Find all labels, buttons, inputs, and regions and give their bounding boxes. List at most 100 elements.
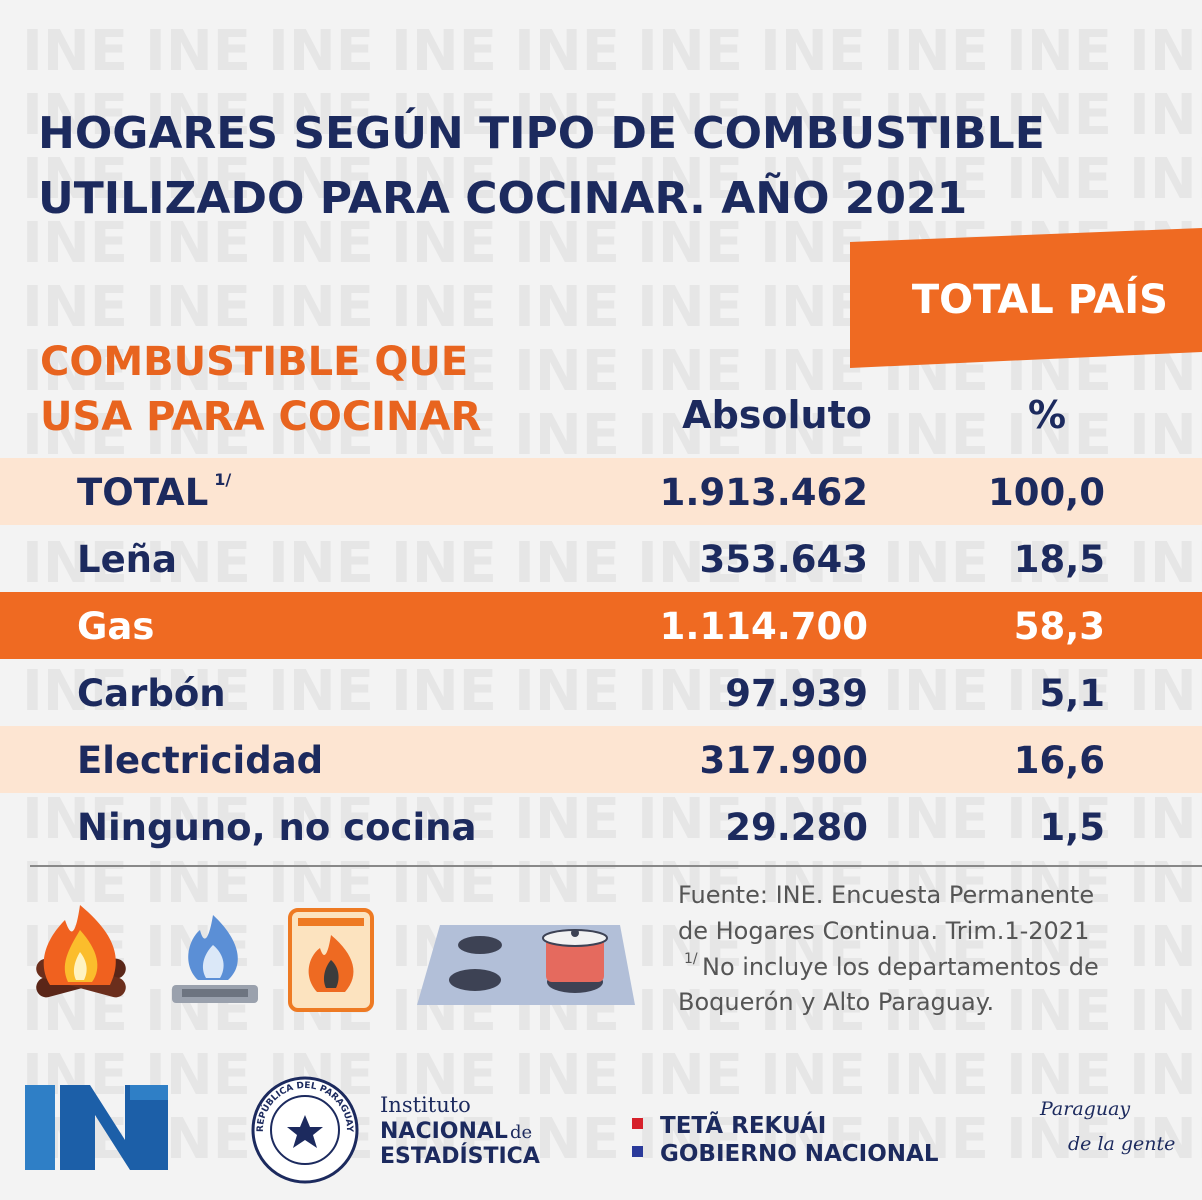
watermark-text: INE bbox=[268, 19, 374, 84]
watermark-text: INE bbox=[637, 1107, 743, 1172]
watermark-text: INE bbox=[22, 275, 128, 340]
watermark-text: INE bbox=[22, 403, 128, 468]
row-background bbox=[0, 458, 1202, 525]
watermark-text: INE bbox=[391, 275, 497, 340]
watermark-text: INE bbox=[268, 147, 374, 212]
watermark-text: INE bbox=[760, 851, 866, 916]
watermark-text: INE bbox=[514, 1043, 620, 1108]
watermark-text: INE bbox=[514, 275, 620, 340]
watermark-text: INE bbox=[514, 659, 620, 724]
table: TOTAL 1/1.913.462 100,0 Leña 353.643 18,5 Gas 1… bbox=[0, 458, 1202, 849]
percent-value: 16,6 bbox=[1014, 739, 1105, 782]
watermark-text: INE bbox=[391, 531, 497, 596]
slogan: de la gente bbox=[1068, 1133, 1175, 1155]
watermark-text: INE bbox=[145, 275, 251, 340]
source-text: de Hogares Continua. Trim.1-2021 bbox=[678, 917, 1089, 945]
absolute-value: 1.913.462 bbox=[660, 471, 868, 514]
watermark-text: INE bbox=[268, 403, 374, 468]
watermark-text: INE bbox=[1006, 1043, 1112, 1108]
absolute-value: 353.643 bbox=[699, 538, 868, 581]
row-note: 1/ bbox=[214, 470, 231, 489]
watermark-text: INE bbox=[145, 83, 251, 148]
watermark-text: INE bbox=[760, 659, 866, 724]
watermark-text: INE bbox=[883, 851, 989, 916]
watermark-text: INE bbox=[514, 83, 620, 148]
watermark-text: INE bbox=[1006, 1107, 1112, 1172]
watermark-text: INE bbox=[145, 659, 251, 724]
watermark-text: INE bbox=[760, 83, 866, 148]
watermark-text: INE bbox=[1129, 1107, 1202, 1172]
watermark-text: INE bbox=[760, 1043, 866, 1108]
column-header: Absoluto bbox=[682, 393, 872, 437]
watermark-text: INE bbox=[514, 1107, 620, 1172]
absolute-value: 317.900 bbox=[699, 739, 868, 782]
watermark-text: INE bbox=[391, 787, 497, 852]
row-label: Ninguno, no cocina bbox=[77, 806, 476, 849]
watermark-text: INE bbox=[514, 851, 620, 916]
source-note: Boquerón y Alto Paraguay. bbox=[678, 988, 994, 1016]
watermark-text: INE bbox=[1006, 851, 1112, 916]
watermark-text: INE bbox=[637, 339, 743, 404]
watermark-text: INE bbox=[514, 147, 620, 212]
government-text: GOBIERNO NACIONAL bbox=[660, 1141, 939, 1167]
watermark-text: INE bbox=[391, 851, 497, 916]
watermark-text: INE bbox=[145, 19, 251, 84]
percent-value: 18,5 bbox=[1014, 538, 1105, 581]
watermark-text: INE bbox=[268, 83, 374, 148]
watermark-text: INE bbox=[1129, 659, 1202, 724]
watermark-text: INE bbox=[883, 19, 989, 84]
watermark-text: INE bbox=[760, 339, 866, 404]
watermark-text: INE bbox=[268, 659, 374, 724]
watermark-text: INE bbox=[883, 1043, 989, 1108]
watermark-text: INE bbox=[391, 403, 497, 468]
watermark-text: INE bbox=[883, 659, 989, 724]
watermark-text: INE bbox=[1006, 147, 1112, 212]
watermark-text: INE bbox=[760, 19, 866, 84]
flag-square bbox=[632, 1146, 643, 1157]
institute-name: de bbox=[510, 1122, 532, 1143]
watermark-text: INE bbox=[22, 787, 128, 852]
absolute-value: 97.939 bbox=[725, 672, 868, 715]
watermark-text: INE bbox=[1129, 147, 1202, 212]
watermark-text: INE bbox=[1129, 915, 1202, 980]
watermark-text: INE bbox=[883, 787, 989, 852]
watermark-text: INE bbox=[268, 211, 374, 276]
watermark-text: INE bbox=[22, 851, 128, 916]
row-label: Electricidad bbox=[77, 739, 323, 782]
watermark-text: INE bbox=[22, 211, 128, 276]
watermark-text: INE bbox=[514, 531, 620, 596]
watermark-text: INE bbox=[883, 979, 989, 1044]
watermark-text: INE bbox=[637, 211, 743, 276]
watermark-text: INE bbox=[760, 147, 866, 212]
watermark-text: INE bbox=[1129, 1043, 1202, 1108]
watermark-text: INE bbox=[1006, 659, 1112, 724]
watermark-text: INE bbox=[1006, 531, 1112, 596]
watermark-text: INE bbox=[145, 851, 251, 916]
watermark-text: INE bbox=[637, 19, 743, 84]
watermark-text: INE bbox=[637, 1043, 743, 1108]
watermark-text: INE bbox=[22, 659, 128, 724]
region-banner bbox=[850, 228, 1202, 368]
watermark-text: INE bbox=[637, 403, 743, 468]
watermark-text: INE bbox=[268, 787, 374, 852]
watermark-text: INE bbox=[514, 211, 620, 276]
watermark-text: INE bbox=[145, 531, 251, 596]
watermark-text: INE bbox=[883, 83, 989, 148]
watermark-text: INE bbox=[391, 147, 497, 212]
source-text: Fuente: INE. Encuesta Permanente bbox=[678, 881, 1094, 909]
watermark-text: INE bbox=[145, 339, 251, 404]
watermark-text: INE bbox=[268, 275, 374, 340]
watermark-text: INE bbox=[637, 531, 743, 596]
watermark-text: INE bbox=[1129, 531, 1202, 596]
watermark-text: INE bbox=[391, 1107, 497, 1172]
watermark-text: INE bbox=[514, 403, 620, 468]
note-mark: 1/ bbox=[684, 951, 698, 967]
watermark-text: INE bbox=[514, 339, 620, 404]
row-background bbox=[0, 726, 1202, 793]
government-text: TETÃ REKUÁI bbox=[660, 1111, 826, 1139]
percent-value: 100,0 bbox=[988, 471, 1105, 514]
watermark-text: INE bbox=[22, 531, 128, 596]
gas-icon bbox=[172, 915, 258, 1003]
column-header: % bbox=[1028, 393, 1066, 437]
watermark-text: INE bbox=[1006, 979, 1112, 1044]
